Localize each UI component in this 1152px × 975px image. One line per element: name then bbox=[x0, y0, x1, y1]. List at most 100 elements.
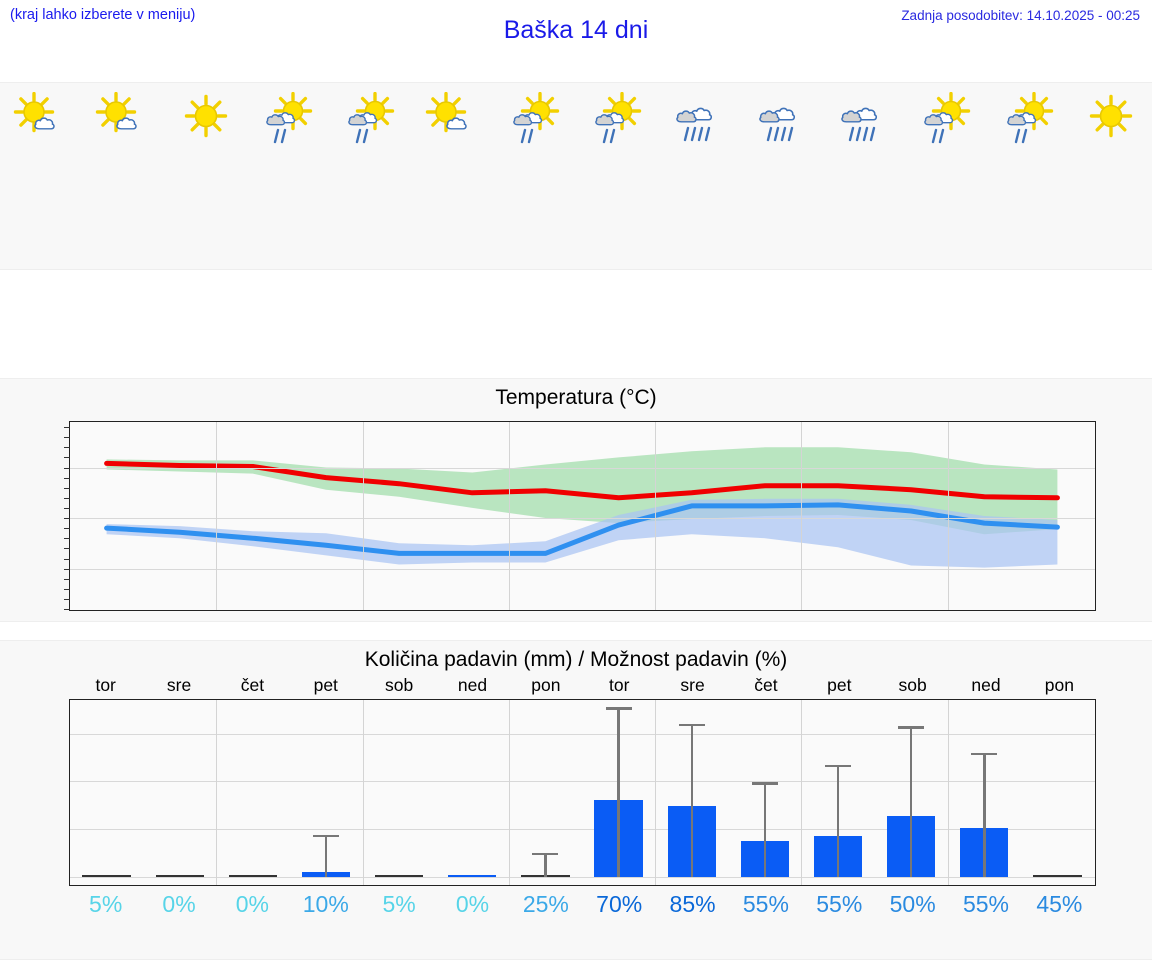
day-column[interactable] bbox=[165, 83, 247, 269]
precipitation-chart-section: Količina padavin (mm) / Možnost padavin … bbox=[0, 640, 1152, 960]
precipitation-error-cap bbox=[313, 834, 339, 838]
y-axis-tick bbox=[64, 477, 70, 479]
day-column[interactable] bbox=[1070, 83, 1152, 269]
y-axis-tick bbox=[64, 548, 70, 550]
y-axis-tick bbox=[64, 437, 70, 439]
precipitation-error-bar bbox=[324, 834, 328, 877]
precipitation-probability: 50% bbox=[889, 891, 936, 917]
precipitation-probability: 25% bbox=[522, 891, 569, 917]
sun-cloud-rain-icon bbox=[337, 92, 403, 146]
temperature-range-band bbox=[106, 498, 1058, 568]
precipitation-bar[interactable] bbox=[1033, 875, 1082, 877]
day-column[interactable] bbox=[82, 83, 164, 269]
sun-cloud-rain-icon bbox=[255, 92, 321, 146]
precipitation-probability: 5% bbox=[382, 891, 416, 917]
gridline-horizontal bbox=[70, 781, 1095, 783]
page-title: Baška 14 dni bbox=[503, 16, 649, 44]
gridline-horizontal bbox=[70, 876, 1095, 878]
precipitation-bar[interactable] bbox=[375, 875, 424, 877]
cloud-rain-icon bbox=[831, 92, 897, 146]
gridline-vertical bbox=[216, 422, 218, 610]
precipitation-probability: 0% bbox=[235, 891, 270, 917]
y-axis-tick bbox=[64, 588, 70, 590]
precipitation-day-label: tor bbox=[95, 675, 116, 695]
y-axis-tick bbox=[64, 487, 70, 489]
precipitation-day-label: sob bbox=[385, 675, 414, 695]
page-header: (kraj lahko izberete v meniju) Baška 14 … bbox=[0, 0, 1152, 72]
y-axis-tick bbox=[64, 528, 70, 530]
precipitation-day-label: sre bbox=[680, 675, 705, 695]
gridline-vertical bbox=[655, 700, 657, 885]
precipitation-probability: 5% bbox=[89, 891, 123, 917]
day-column[interactable] bbox=[576, 83, 658, 269]
precipitation-probability: 0% bbox=[162, 891, 196, 917]
gridline-vertical bbox=[362, 700, 364, 885]
precipitation-day-label: tor bbox=[608, 675, 630, 695]
precipitation-bar[interactable] bbox=[448, 875, 497, 877]
day-column[interactable] bbox=[823, 83, 905, 269]
precipitation-day-label: ned bbox=[971, 675, 1001, 695]
precipitation-day-label: sob bbox=[898, 675, 927, 695]
day-column[interactable] bbox=[905, 83, 987, 269]
day-column[interactable] bbox=[411, 83, 493, 269]
y-axis-tick bbox=[64, 467, 70, 469]
y-axis-tick bbox=[64, 497, 70, 499]
gridline-vertical bbox=[947, 422, 949, 610]
y-axis-tick bbox=[64, 427, 70, 429]
precipitation-error-cap bbox=[605, 707, 632, 710]
gridline-vertical bbox=[655, 422, 657, 610]
precipitation-error-bar bbox=[909, 726, 913, 877]
day-column[interactable] bbox=[494, 83, 576, 269]
y-axis-tick bbox=[64, 558, 70, 560]
gridline-vertical bbox=[947, 700, 949, 885]
temperature-chart-section: Temperatura (°C) bbox=[0, 378, 1152, 622]
precipitation-day-labels: tor sre čet pet sob ned pon tor sre čet pet sob ned p… bbox=[69, 675, 1096, 697]
y-axis-tick bbox=[64, 598, 70, 600]
sun-icon bbox=[1078, 92, 1144, 146]
day-column[interactable] bbox=[741, 83, 823, 269]
daily-forecast-strip bbox=[0, 82, 1152, 270]
y-axis-tick bbox=[64, 518, 70, 519]
day-column[interactable] bbox=[0, 83, 82, 269]
precipitation-bar[interactable] bbox=[82, 875, 131, 877]
precipitation-error-cap bbox=[825, 764, 851, 767]
precipitation-chart-title: Količina padavin (mm) / Možnost padavin … bbox=[364, 648, 788, 671]
precipitation-probability: 55% bbox=[962, 891, 1010, 917]
day-column[interactable] bbox=[329, 83, 411, 269]
day-column[interactable] bbox=[658, 83, 740, 269]
gridline-horizontal bbox=[70, 518, 1095, 519]
precipitation-bar[interactable] bbox=[155, 875, 204, 877]
sun-cloud-rain-icon bbox=[996, 92, 1062, 146]
cloud-rain-icon bbox=[749, 92, 815, 146]
precipitation-probability: 55% bbox=[816, 891, 863, 917]
sun-icon bbox=[173, 92, 239, 146]
precipitation-day-label: pet bbox=[313, 675, 338, 695]
y-axis-tick bbox=[64, 578, 70, 580]
precipitation-error-bar bbox=[617, 707, 620, 877]
gridline-vertical bbox=[508, 700, 510, 885]
precipitation-day-label: pon bbox=[531, 675, 561, 695]
day-column[interactable] bbox=[987, 83, 1069, 269]
gridline-vertical bbox=[508, 422, 510, 610]
temperature-line bbox=[104, 502, 1060, 556]
temperature-series-svg bbox=[104, 447, 1060, 568]
y-axis-tick bbox=[64, 538, 70, 540]
gridline-vertical bbox=[362, 422, 364, 610]
precipitation-probability-row: 5% 0% 0% 10% 5% 0% 25% 70% 85% 55% 55% 50% 55% 45% bbox=[69, 891, 1096, 918]
precipitation-bar[interactable] bbox=[228, 875, 277, 877]
gridline-horizontal bbox=[70, 467, 1095, 469]
y-axis-tick bbox=[64, 507, 70, 509]
precipitation-plot-area bbox=[69, 699, 1096, 886]
temperature-plot-area bbox=[64, 421, 1096, 611]
precipitation-error-cap bbox=[751, 782, 778, 785]
sun-cloud-icon bbox=[90, 92, 156, 146]
precipitation-probability: 55% bbox=[742, 891, 789, 917]
sun-cloud-icon bbox=[420, 92, 486, 146]
day-column[interactable] bbox=[247, 83, 329, 269]
sun-cloud-rain-icon bbox=[913, 92, 979, 146]
precipitation-error-cap bbox=[971, 752, 998, 756]
menu-hint[interactable]: (kraj lahko izberete v meniju) bbox=[10, 7, 196, 23]
precipitation-day-label: pon bbox=[1044, 675, 1074, 695]
gridline-vertical bbox=[801, 700, 803, 885]
gridline-vertical bbox=[216, 700, 218, 885]
